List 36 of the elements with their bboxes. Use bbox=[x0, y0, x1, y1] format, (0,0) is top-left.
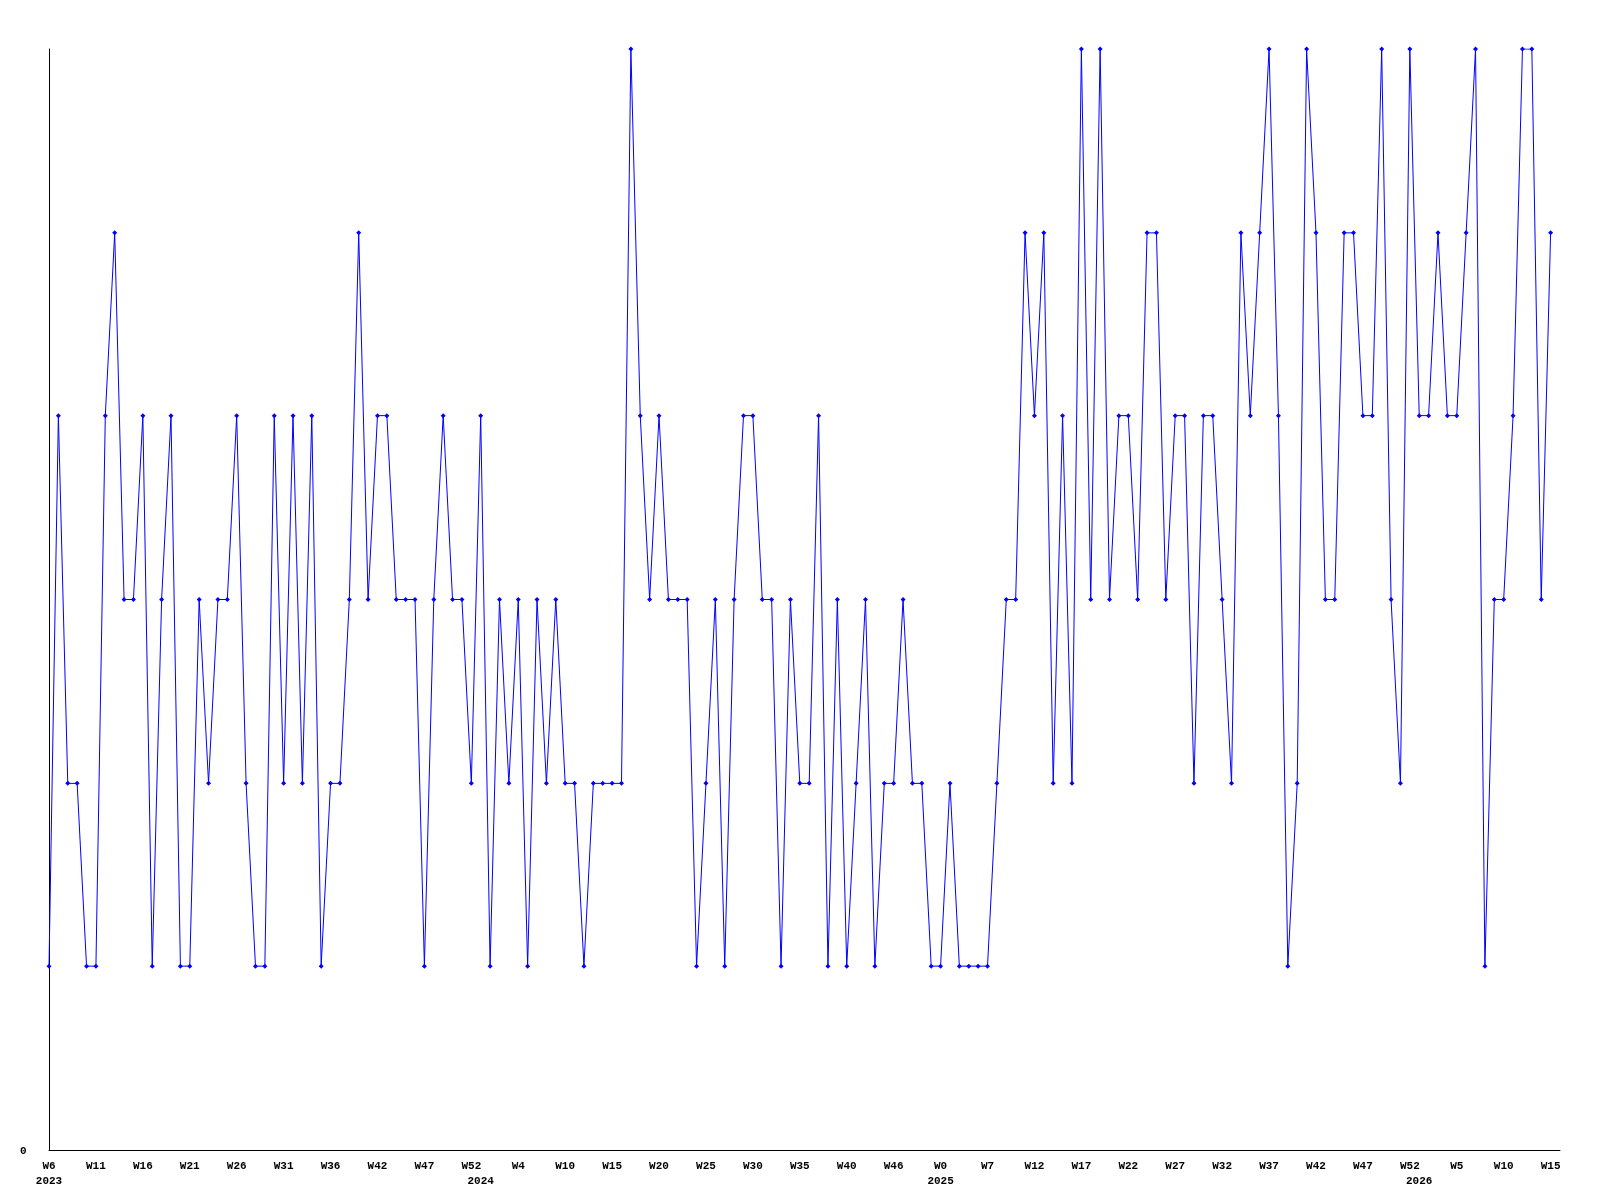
x-tick-label: W22 bbox=[1118, 1159, 1139, 1172]
x-tick-label: W32 bbox=[1212, 1159, 1233, 1172]
x-tick-label: W26 bbox=[226, 1159, 247, 1172]
x-tick-label: W20 bbox=[649, 1159, 669, 1172]
x-tick-label: W36 bbox=[320, 1159, 341, 1172]
x-tick-label: W42 bbox=[367, 1159, 388, 1172]
x-tick-label: W10 bbox=[1493, 1159, 1514, 1172]
x-tick-label: W5 bbox=[1450, 1159, 1464, 1172]
x-tick-label: W4 bbox=[511, 1159, 526, 1172]
x-tick-label: W30 bbox=[742, 1159, 763, 1172]
x-tick-label: W31 bbox=[273, 1159, 294, 1172]
x-tick-label: W11 bbox=[86, 1159, 107, 1172]
x-tick-label: W0 2025 bbox=[927, 1159, 955, 1187]
x-tick-label: 2026 bbox=[1406, 1174, 1433, 1187]
x-tick-label: W42 bbox=[1306, 1159, 1326, 1172]
x-tick-label: W7 bbox=[980, 1159, 995, 1172]
x-tick-label: W27 bbox=[1165, 1159, 1186, 1172]
x-tick-label: W37 bbox=[1259, 1159, 1279, 1172]
x-tick-label: W21 bbox=[179, 1159, 201, 1172]
x-tick-label: W10 bbox=[555, 1159, 576, 1172]
x-tick-label: W25 bbox=[696, 1159, 717, 1172]
x-tick-label: W52 bbox=[461, 1159, 482, 1172]
x-tick-label: 2024 bbox=[467, 1174, 495, 1187]
x-tick-label: W47 bbox=[1353, 1159, 1373, 1172]
x-tick-label: W17 bbox=[1071, 1159, 1092, 1172]
text: 0 bbox=[20, 1144, 27, 1157]
x-tick-label: W12 bbox=[1024, 1159, 1045, 1172]
x-tick-label: W40 bbox=[836, 1159, 857, 1172]
x-tick-label: W6 2023 bbox=[35, 1159, 63, 1187]
x-tick-label: W46 bbox=[883, 1159, 904, 1172]
x-tick-label: W35 bbox=[789, 1159, 811, 1172]
x-tick-label: W47 bbox=[414, 1159, 435, 1172]
x-tick-label: W15 bbox=[1540, 1159, 1561, 1172]
x-tick-label: W16 bbox=[132, 1159, 153, 1172]
x-tick-label: W15 bbox=[602, 1159, 623, 1172]
x-tick-label: W52 bbox=[1399, 1159, 1420, 1172]
